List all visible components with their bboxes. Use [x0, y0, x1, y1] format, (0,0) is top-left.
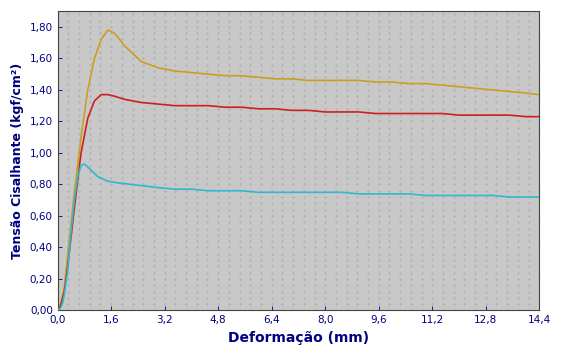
X-axis label: Deformação (mm): Deformação (mm) [228, 331, 369, 345]
Y-axis label: Tensão Cisalhante (kgf/cm²): Tensão Cisalhante (kgf/cm²) [11, 63, 24, 259]
